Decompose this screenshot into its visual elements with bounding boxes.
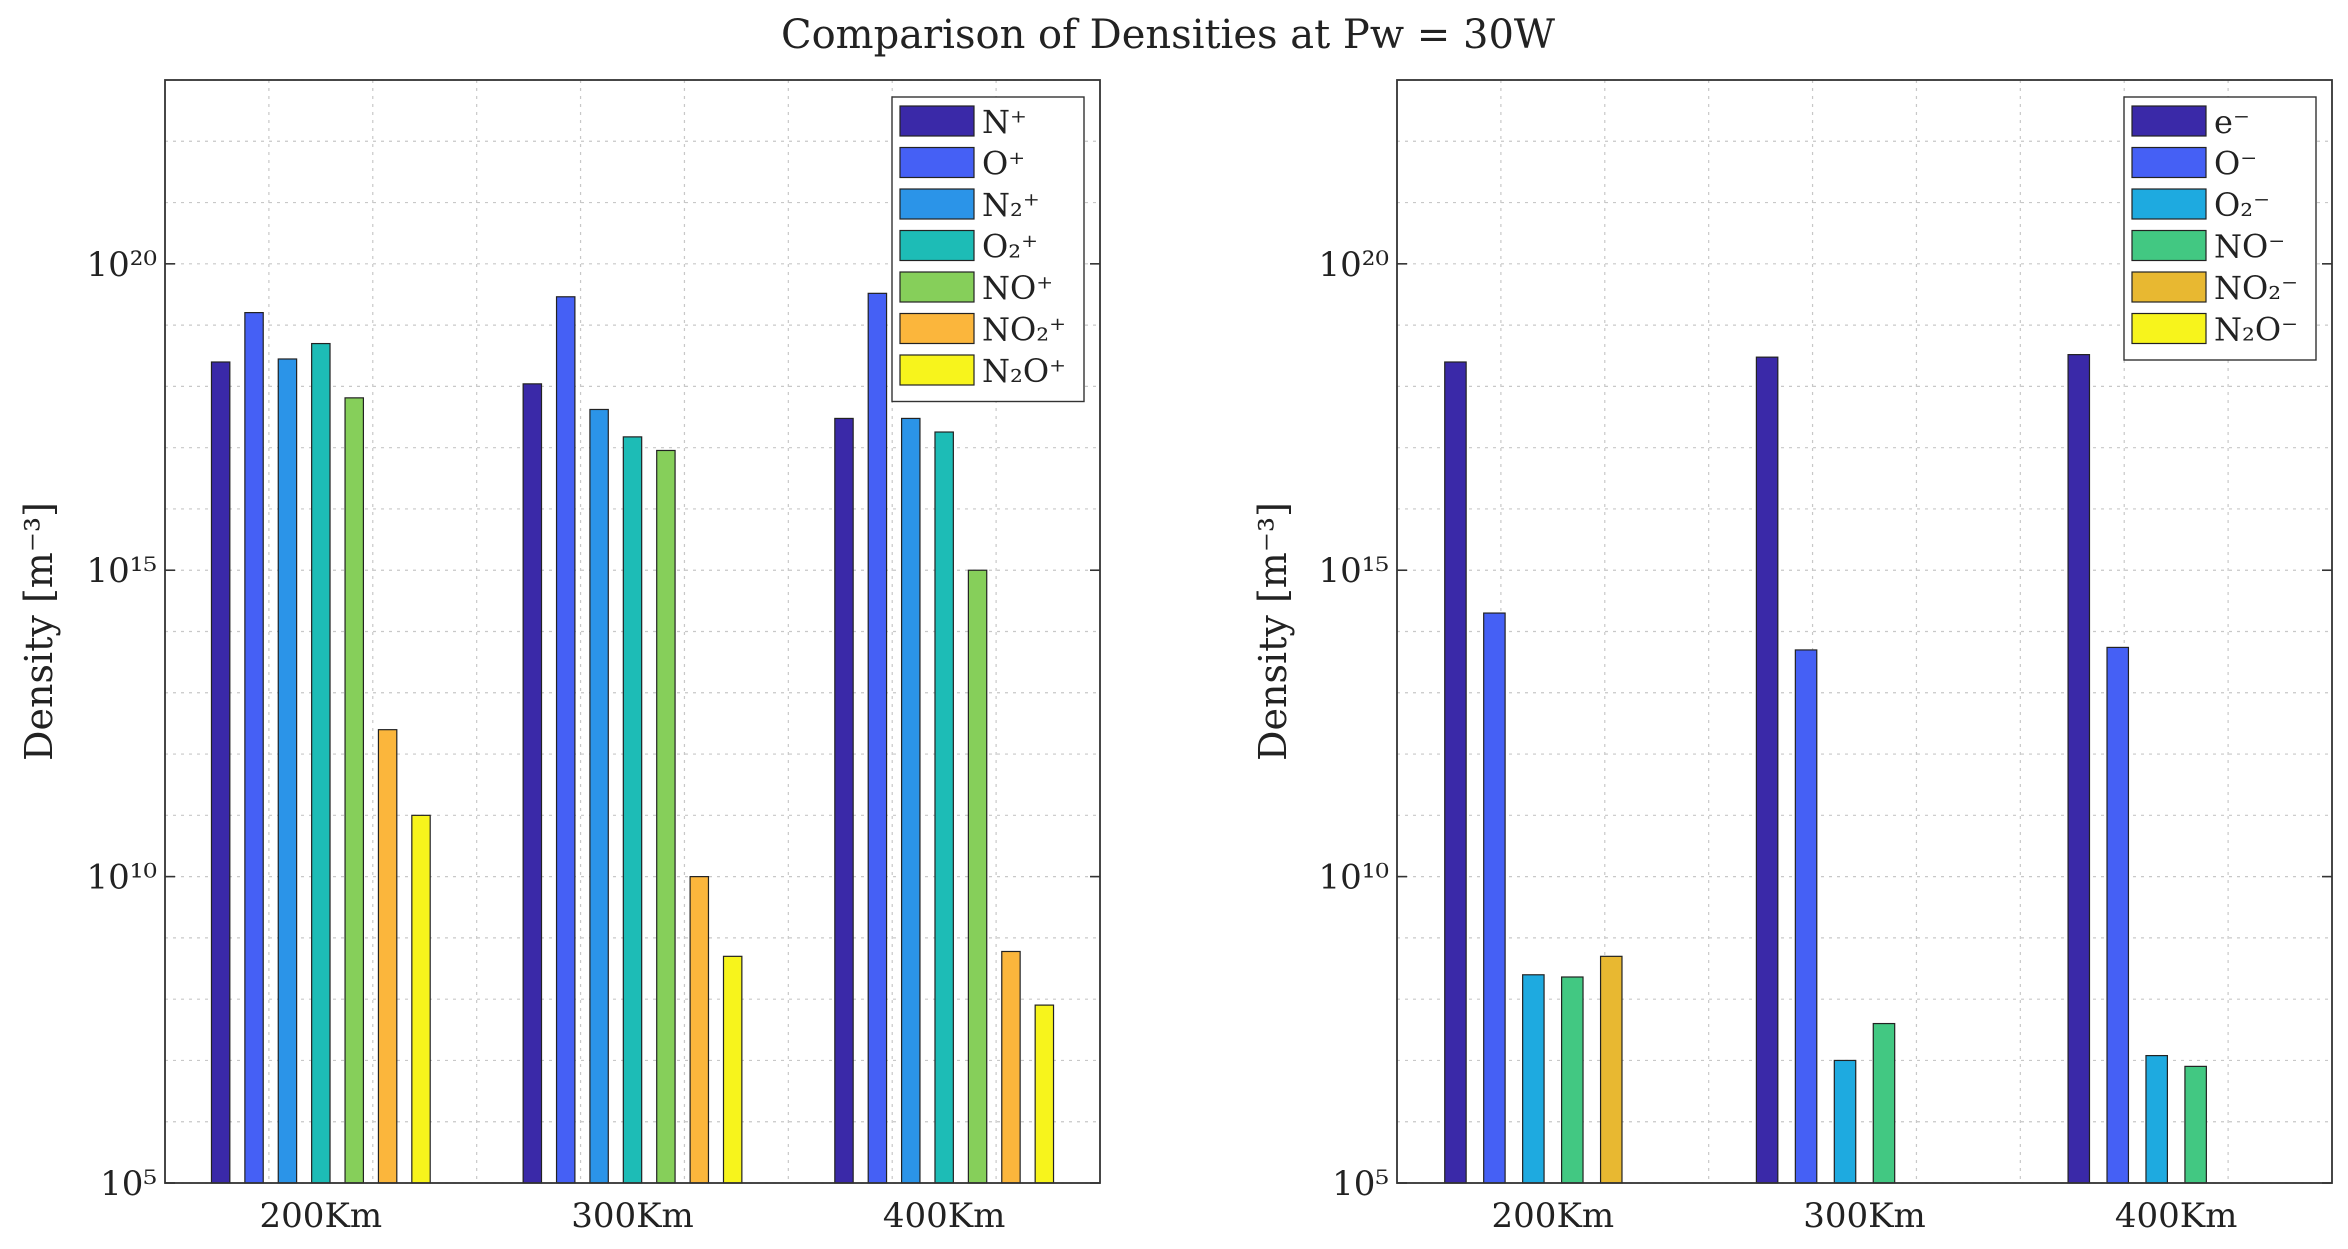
- legend-entry-label: O⁺: [982, 145, 1025, 183]
- y-tick-label: 10¹⁰: [1318, 858, 1389, 898]
- y-tick-label: 10²⁰: [86, 245, 157, 285]
- bar-200Km-4: [1560, 976, 1584, 1184]
- bar-300Km-1: [1755, 356, 1779, 1184]
- x-tick-label: 300Km: [571, 1196, 694, 1236]
- legend-swatch: [899, 271, 975, 303]
- bar-300Km-3: [1833, 1059, 1857, 1184]
- x-tick-label: 400Km: [2115, 1196, 2238, 1236]
- bar-300Km-3: [589, 408, 609, 1184]
- legend-entry-label: N₂O⁻: [2214, 311, 2298, 349]
- bar-400Km-7: [1034, 1004, 1055, 1184]
- y-axis-label: Density [m⁻³]: [17, 502, 61, 761]
- bar-200Km-3: [277, 358, 298, 1184]
- chart-panel-1: 200Km 300Km 400Km 10⁵ 10¹⁰ 10¹⁵ 10²⁰ Density [m…: [17, 79, 1101, 1236]
- legend-entry-label: O₂⁻: [2214, 186, 2270, 224]
- legend-swatch: [2131, 188, 2207, 220]
- axes-box: [164, 79, 1101, 1184]
- bar-200Km-5: [344, 397, 365, 1184]
- legend-entry-label: N₂O⁺: [982, 352, 1066, 390]
- bar-200Km-1: [1444, 361, 1467, 1184]
- legend-swatch: [899, 229, 975, 262]
- bar-200Km-2: [244, 312, 264, 1184]
- legend-swatch: [899, 105, 975, 137]
- y-tick-label: 10⁵: [1332, 1164, 1389, 1204]
- bar-300Km-5: [656, 449, 676, 1184]
- legend-swatch: [2131, 229, 2207, 262]
- bar-400Km-5: [967, 569, 988, 1184]
- bar-300Km-2: [555, 296, 576, 1184]
- x-tick-label: 200Km: [260, 1196, 383, 1236]
- bar-300Km-2: [1794, 649, 1818, 1184]
- bar-300Km-4: [1872, 1022, 1896, 1184]
- bar-400Km-2: [867, 292, 888, 1184]
- x-tick-label: 300Km: [1803, 1196, 1926, 1236]
- bar-400Km-1: [2067, 354, 2091, 1184]
- legend-swatch: [2131, 271, 2207, 303]
- bar-300Km-1: [522, 383, 543, 1184]
- legend: e⁻ O⁻O₂⁻ NO⁻NO₂⁻ N₂O⁻: [2123, 96, 2317, 361]
- legend-entry-label: NO⁻: [2214, 228, 2285, 266]
- bar-200Km-1: [210, 361, 231, 1184]
- bar-400Km-3: [2145, 1054, 2169, 1184]
- y-tick-label: 10¹⁵: [1318, 551, 1389, 591]
- legend-entry-label: NO₂⁺: [982, 311, 1066, 349]
- legend-swatch: [2131, 105, 2207, 137]
- figure-title: Comparison of Densities at Pw = 30W: [781, 12, 1555, 58]
- bar-200Km-3: [1522, 974, 1545, 1184]
- y-tick-label: 10¹⁵: [86, 551, 157, 591]
- bar-200Km-7: [411, 814, 431, 1184]
- legend-swatch: [899, 146, 975, 179]
- y-axis-label: Density [m⁻³]: [1251, 502, 1295, 761]
- bar-400Km-1: [834, 417, 854, 1184]
- bar-200Km-2: [1483, 612, 1506, 1184]
- x-tick-label: 400Km: [883, 1196, 1006, 1236]
- bar-200Km-4: [311, 342, 331, 1184]
- bar-300Km-4: [622, 436, 643, 1184]
- bar-400Km-3: [900, 417, 921, 1184]
- legend-entry-label: NO₂⁻: [2214, 269, 2298, 307]
- y-tick-label: 10⁵: [100, 1164, 157, 1204]
- bar-200Km-6: [377, 729, 398, 1184]
- bar-200Km-5: [1599, 955, 1623, 1184]
- chart-panel-2: 200Km 300Km 400Km 10⁵ 10¹⁰ 10¹⁵ 10²⁰ Density [m…: [1251, 79, 2333, 1236]
- legend-swatch: [2131, 146, 2207, 179]
- legend-entry-label: O₂⁺: [982, 228, 1038, 266]
- legend-entry-label: N₂⁺: [982, 186, 1040, 224]
- bar-400Km-4: [934, 431, 954, 1184]
- legend: N⁺ O⁺N₂⁺ O₂⁺NO⁺ NO₂⁺N₂O⁺: [891, 96, 1085, 403]
- legend-swatch: [899, 354, 975, 386]
- y-tick-label: 10²⁰: [1318, 245, 1389, 285]
- legend-entry-label: e⁻: [2214, 103, 2250, 141]
- legend-swatch: [899, 188, 975, 220]
- bar-300Km-7: [722, 955, 743, 1184]
- y-tick-label: 10¹⁰: [86, 858, 157, 898]
- legend-swatch: [899, 312, 975, 345]
- bar-300Km-6: [689, 876, 710, 1184]
- x-tick-label: 200Km: [1492, 1196, 1615, 1236]
- legend-entry-label: N⁺: [982, 103, 1027, 141]
- axes-box: [1396, 79, 2333, 1184]
- legend-entry-label: NO⁺: [982, 269, 1053, 307]
- bar-400Km-6: [1001, 950, 1021, 1184]
- bar-400Km-2: [2106, 646, 2130, 1184]
- legend-entry-label: O⁻: [2214, 145, 2257, 183]
- legend-swatch: [2131, 312, 2207, 345]
- bar-400Km-4: [2184, 1065, 2207, 1184]
